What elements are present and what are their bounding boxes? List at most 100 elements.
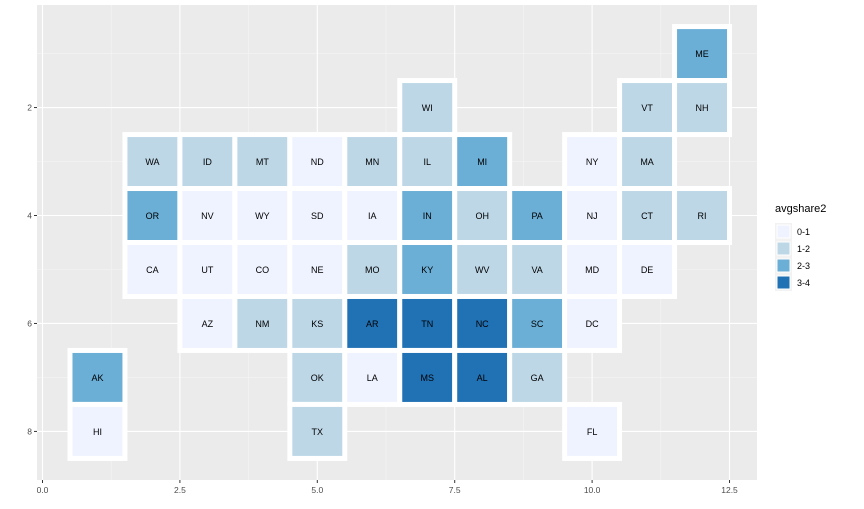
tile-label: OK — [311, 373, 324, 383]
tile-label: MI — [477, 157, 487, 167]
legend-title: avgshare2 — [775, 203, 826, 215]
tile-va: VA — [507, 240, 568, 299]
tile-label: AZ — [202, 319, 214, 329]
tile-nv: NV — [177, 186, 238, 245]
tile-in: IN — [397, 186, 458, 245]
tile-co: CO — [232, 240, 293, 299]
legend-swatch — [776, 224, 791, 239]
tile-label: DE — [641, 265, 654, 275]
tile-label: WI — [422, 103, 433, 113]
tile-label: TN — [421, 319, 433, 329]
tile-mi: MI — [452, 132, 513, 192]
tile-sd: SD — [287, 186, 348, 245]
tile-label: MN — [365, 157, 379, 167]
tile-pa: PA — [507, 186, 568, 245]
tile-ar: AR — [342, 293, 403, 353]
tile-label: NV — [201, 211, 214, 221]
tile-label: NH — [696, 103, 709, 113]
tile-label: AR — [366, 319, 379, 329]
tile-rect — [452, 347, 513, 407]
tile-nj: NJ — [562, 186, 623, 245]
tile-ne: NE — [287, 240, 348, 299]
tile-label: FL — [587, 427, 598, 437]
tile-label: NE — [311, 265, 324, 275]
tile-label: GA — [531, 373, 544, 383]
tile-ri: RI — [672, 186, 733, 245]
tile-ut: UT — [177, 240, 238, 299]
tile-tx: TX — [287, 401, 348, 461]
tile-rect — [232, 293, 293, 353]
tile-label: IL — [423, 157, 431, 167]
tile-rect — [452, 240, 513, 299]
tile-il: IL — [397, 132, 458, 192]
tile-label: WV — [475, 265, 490, 275]
tile-rect — [67, 347, 128, 407]
tile-rect — [562, 240, 623, 299]
tile-nh: NH — [672, 78, 733, 138]
tile-label: TX — [312, 427, 324, 437]
tile-rect — [672, 186, 733, 245]
tile-wy: WY — [232, 186, 293, 245]
tile-label: IN — [423, 211, 432, 221]
y-tick-label: 4 — [27, 211, 32, 221]
tile-label: OH — [475, 211, 489, 221]
tile-oh: OH — [452, 186, 513, 245]
tile-ny: NY — [562, 132, 623, 192]
tile-mo: MO — [342, 240, 403, 299]
tile-nm: NM — [232, 293, 293, 353]
tile-vt: VT — [617, 78, 678, 138]
tile-label: NY — [586, 157, 599, 167]
tile-rect — [287, 347, 348, 407]
tile-ak: AK — [67, 347, 128, 407]
tile-rect — [672, 78, 733, 138]
legend-label: 3-4 — [797, 278, 810, 288]
tile-sc: SC — [507, 293, 568, 353]
tile-wv: WV — [452, 240, 513, 299]
y-tick-label: 8 — [27, 426, 32, 436]
tile-label: AK — [91, 373, 103, 383]
tile-md: MD — [562, 240, 623, 299]
tile-me: ME — [672, 24, 733, 84]
legend-swatch — [776, 258, 791, 273]
tile-label: VT — [641, 103, 653, 113]
x-tick-label: 10.0 — [584, 485, 601, 495]
tile-label: KS — [311, 319, 323, 329]
tile-label: UT — [201, 265, 213, 275]
tile-label: SD — [311, 211, 324, 221]
x-tick-label: 12.5 — [721, 485, 738, 495]
tile-ok: OK — [287, 347, 348, 407]
y-tick-label: 2 — [27, 103, 32, 113]
tile-mt: MT — [232, 132, 293, 192]
tile-ks: KS — [287, 293, 348, 353]
tile-label: ID — [203, 157, 213, 167]
x-tick-label: 7.5 — [449, 485, 461, 495]
tile-label: NJ — [587, 211, 598, 221]
tile-rect — [562, 401, 623, 461]
tile-label: ND — [311, 157, 324, 167]
x-tick-label: 0.0 — [37, 485, 49, 495]
tile-rect — [562, 293, 623, 353]
legend-swatch — [776, 241, 791, 256]
tile-or: OR — [122, 186, 183, 245]
x-tick-label: 2.5 — [174, 485, 186, 495]
tile-nc: NC — [452, 293, 513, 353]
tile-wi: WI — [397, 78, 458, 138]
tile-label: KY — [421, 265, 433, 275]
tile-label: NM — [255, 319, 269, 329]
tile-rect — [617, 186, 678, 245]
legend-label: 0-1 — [797, 227, 810, 237]
tile-rect — [287, 401, 348, 461]
tile-label: HI — [93, 427, 102, 437]
legend: avgshare2 0-1 1-2 2-3 3-4 — [775, 203, 826, 291]
tile-hi: HI — [67, 401, 128, 461]
tile-rect — [342, 240, 403, 299]
tile-ms: MS — [397, 347, 458, 407]
tile-nd: ND — [287, 132, 348, 192]
tile-ca: CA — [122, 240, 183, 299]
tile-la: LA — [342, 347, 403, 407]
tile-rect — [452, 132, 513, 192]
tile-rect — [177, 132, 238, 192]
tile-rect — [67, 401, 128, 461]
tile-label: MT — [256, 157, 269, 167]
